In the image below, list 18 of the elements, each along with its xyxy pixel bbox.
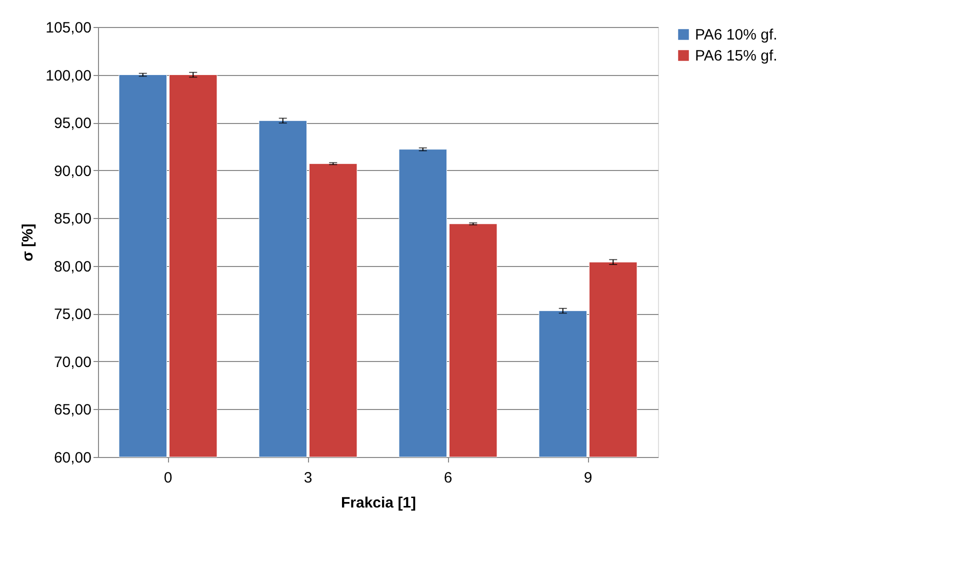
- y-tick-label: 65,00: [54, 402, 92, 419]
- x-tick-label: 0: [164, 470, 172, 486]
- y-tick-label: 85,00: [54, 210, 92, 228]
- legend-label: PA6 10% gf.: [695, 26, 778, 44]
- x-tick-label: 6: [444, 470, 452, 486]
- x-axis-title: Frakcia [1]: [340, 494, 416, 512]
- y-tick-label: 105,00: [46, 20, 92, 36]
- y-tick-label: 60,00: [54, 450, 92, 466]
- x-tick-label: 3: [304, 470, 312, 486]
- legend-label: PA6 15% gf.: [695, 48, 778, 64]
- y-tick-label: 80,00: [54, 258, 92, 276]
- y-tick-label: 95,00: [54, 115, 92, 132]
- x-tick-label: 9: [584, 470, 592, 486]
- y-tick-label: 75,00: [54, 306, 92, 324]
- y-tick-label: 70,00: [54, 354, 92, 371]
- y-tick-label: 90,00: [54, 162, 92, 180]
- y-tick-label: 100,00: [46, 67, 92, 84]
- y-axis-title: σ [%]: [20, 224, 37, 262]
